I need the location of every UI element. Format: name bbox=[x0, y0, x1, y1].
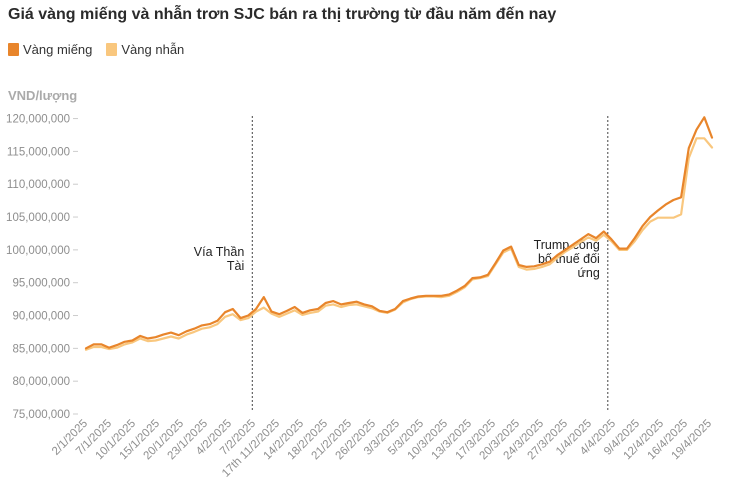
y-tick-label: 95,000,000 bbox=[12, 278, 70, 290]
annotation-text: Vía Thần bbox=[194, 245, 245, 259]
legend-item-vang-nhan: Vàng nhẫn bbox=[106, 42, 184, 57]
series-line-vang-nhan bbox=[84, 137, 714, 351]
y-tick-label: 105,000,000 bbox=[6, 212, 70, 224]
x-axis-ticks: 2/1/20257/1/202510/1/202515/1/202520/1/2… bbox=[50, 418, 714, 480]
y-tick-label: 85,000,000 bbox=[12, 343, 70, 355]
legend-item-vang-mieng: Vàng miếng bbox=[8, 42, 92, 57]
series-lines bbox=[84, 116, 714, 351]
y-tick-label: 100,000,000 bbox=[6, 245, 70, 257]
y-axis-ticks: 75,000,000 80,000,000 85,000,000 90,000,000… bbox=[6, 114, 78, 421]
annotation-text: Tài bbox=[227, 259, 244, 273]
y-tick-label: 120,000,000 bbox=[6, 114, 70, 126]
y-axis-unit-label: VND/lượng bbox=[8, 88, 78, 103]
legend-label-vang-mieng: Vàng miếng bbox=[23, 42, 93, 57]
legend-label-vang-nhan: Vàng nhẫn bbox=[121, 42, 185, 57]
y-tick-label: 110,000,000 bbox=[7, 179, 70, 191]
y-tick-label: 90,000,000 bbox=[12, 311, 70, 323]
chart-legend: Vàng miếng Vàng nhẫn bbox=[8, 42, 184, 57]
series-line-vang-mieng bbox=[84, 116, 714, 350]
annotation-text: bố thuế đối bbox=[538, 252, 600, 266]
legend-swatch-vang-nhan bbox=[106, 43, 118, 56]
chart-title: Giá vàng miếng và nhẫn trơn SJC bán ra t… bbox=[8, 6, 557, 23]
legend-swatch-vang-mieng bbox=[8, 43, 19, 56]
annotation-text: ứng bbox=[578, 266, 600, 280]
y-tick-label: 115,000,000 bbox=[7, 146, 70, 158]
y-tick-label: 75,000,000 bbox=[12, 409, 70, 421]
y-tick-label: 80,000,000 bbox=[12, 376, 70, 388]
